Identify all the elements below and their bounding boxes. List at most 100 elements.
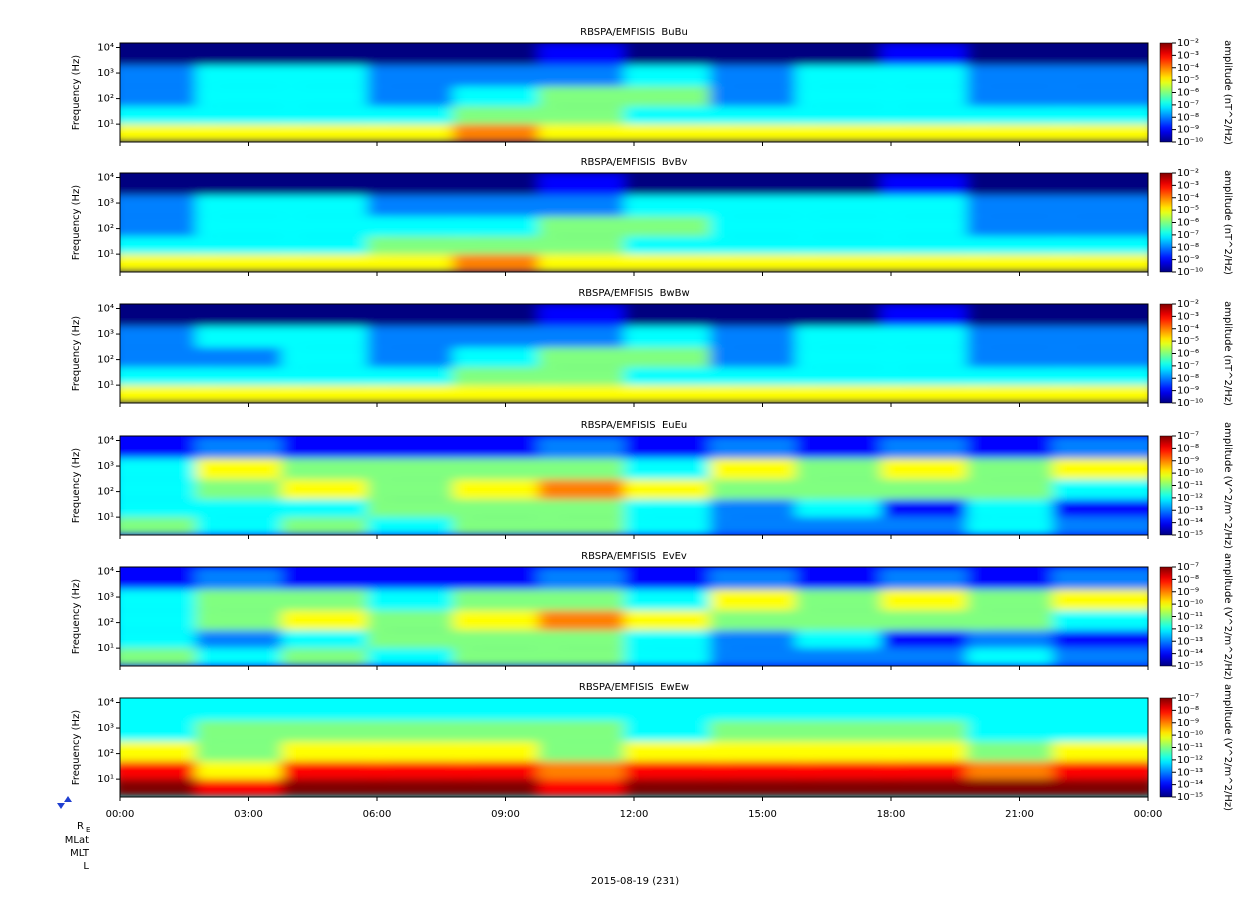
heatmap-cell [452, 367, 559, 386]
heatmap-cell [452, 106, 559, 125]
heatmap-cell [120, 124, 216, 142]
colorbar-label: amplitude (V^2/m^2/Hz) [1222, 684, 1233, 811]
y-tick-label: 10³ [97, 461, 114, 472]
heatmap-cell [966, 517, 1073, 535]
heatmap-cell [624, 761, 730, 780]
heatmap-cell [281, 779, 387, 797]
heatmap-cell [367, 236, 473, 255]
heatmap-cell [966, 648, 1073, 666]
heatmap-cell [624, 720, 730, 742]
heatmap-cell [709, 236, 816, 255]
heatmap-cell [1052, 347, 1148, 368]
x-tick-label: 00:00 [1134, 809, 1163, 820]
heatmap-cell [452, 479, 559, 500]
heatmap-cell [367, 458, 473, 480]
heatmap-cell [120, 630, 216, 649]
heatmap-cell [452, 65, 559, 87]
heatmap-cell [538, 567, 644, 590]
heatmap-cell [881, 630, 987, 649]
heatmap-cell [367, 436, 473, 459]
colorbar-tick-label: 10⁻⁸ [1177, 705, 1199, 716]
panel-title: RBSPA/EMFISIS EwEw [579, 682, 689, 693]
heatmap-cell [1052, 216, 1148, 237]
heatmap-cell [120, 567, 216, 590]
heatmap-cell [1052, 517, 1148, 535]
heatmap-cell [966, 173, 1073, 196]
heatmap-cell [624, 195, 730, 217]
heatmap-cells [120, 43, 1148, 142]
ephemeris-marker [57, 803, 65, 809]
heatmap-cell [966, 43, 1073, 66]
heatmap-cell [881, 86, 987, 107]
heatmap-cell [538, 517, 644, 535]
ephemeris-label: L [83, 861, 89, 872]
heatmap-cell [195, 304, 302, 327]
heatmap-cell [538, 610, 644, 631]
heatmap-cell [709, 479, 816, 500]
heatmap-cell [624, 517, 730, 535]
colorbar-tick-label: 10⁻¹⁴ [1177, 649, 1203, 660]
colorbar-tick-label: 10⁻¹¹ [1177, 612, 1203, 623]
heatmap-cell [452, 347, 559, 368]
heatmap-cell [195, 698, 302, 721]
heatmap-cell [709, 610, 816, 631]
heatmap-cell [367, 326, 473, 348]
heatmap-cell [1052, 65, 1148, 87]
heatmap-cell [1052, 479, 1148, 500]
y-tick-label: 10⁴ [97, 42, 114, 53]
heatmap-cell [709, 216, 816, 237]
heatmap-cell [1052, 106, 1148, 125]
colorbar-tick-label: 10⁻³ [1177, 311, 1199, 322]
heatmap-cell [281, 610, 387, 631]
heatmap-cell [624, 43, 730, 66]
heatmap-cell [795, 779, 901, 797]
heatmap-cell [881, 367, 987, 386]
y-axis-label: Frequency (Hz) [71, 316, 82, 392]
heatmap-cell [195, 648, 302, 666]
colorbar-tick-label: 10⁻¹⁵ [1177, 661, 1203, 672]
heatmap-cell [795, 385, 901, 403]
heatmap-cell [881, 648, 987, 666]
heatmap [120, 43, 1148, 142]
heatmap-cell [195, 86, 302, 107]
y-tick-label: 10⁴ [97, 566, 114, 577]
colorbar-label: amplitude (nT^2/Hz) [1222, 170, 1233, 275]
heatmap-cell [367, 347, 473, 368]
heatmap-cell [709, 499, 816, 518]
heatmap-cell [195, 630, 302, 649]
heatmap-cell [120, 610, 216, 631]
heatmap-cell [966, 610, 1073, 631]
heatmap-cell [367, 367, 473, 386]
heatmap-cell [881, 347, 987, 368]
heatmap-cell [195, 43, 302, 66]
heatmap-cell [966, 65, 1073, 87]
heatmap-cell [881, 741, 987, 762]
heatmap-cell [452, 173, 559, 196]
heatmap-cell [624, 236, 730, 255]
heatmap-cell [195, 458, 302, 480]
x-tick-label: 21:00 [1005, 809, 1034, 820]
heatmap-cell [624, 610, 730, 631]
heatmap-cell [881, 720, 987, 742]
heatmap-cell [452, 698, 559, 721]
heatmap-cell [120, 173, 216, 196]
heatmap-cell [966, 779, 1073, 797]
heatmap-cell [452, 86, 559, 107]
y-tick-label: 10⁴ [97, 172, 114, 183]
heatmap-cell [966, 698, 1073, 721]
heatmap-cell [881, 106, 987, 125]
heatmap-cell [120, 698, 216, 721]
heatmap [120, 304, 1148, 403]
colorbar-tick-label: 10⁻⁵ [1177, 336, 1199, 347]
heatmap-cell [624, 630, 730, 649]
heatmap-cells [120, 698, 1148, 797]
heatmap-cell [538, 65, 644, 87]
heatmap-cell [795, 216, 901, 237]
heatmap-cell [624, 385, 730, 403]
heatmap-cell [624, 458, 730, 480]
heatmap-cell [367, 124, 473, 142]
heatmap-cell [709, 124, 816, 142]
heatmap-cell [120, 326, 216, 348]
y-tick-label: 10³ [97, 329, 114, 340]
x-tick-label: 18:00 [877, 809, 906, 820]
